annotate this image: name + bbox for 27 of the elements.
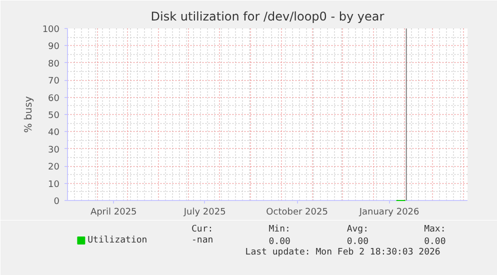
text: 0.00 bbox=[346, 237, 369, 247]
x-tick-label: July 2025 bbox=[182, 208, 226, 218]
text: 0.00 bbox=[268, 237, 290, 247]
y-tick-label: 30 bbox=[48, 145, 60, 156]
y-tick-label: 60 bbox=[48, 94, 60, 104]
y-tick-label: 100 bbox=[42, 25, 60, 35]
text: Min: bbox=[268, 224, 290, 234]
text: Avg: bbox=[346, 224, 369, 234]
x-tick-label: October 2025 bbox=[266, 208, 328, 218]
x-tick-label: April 2025 bbox=[90, 208, 137, 218]
legend-label: Utilization bbox=[88, 236, 148, 246]
text: 0.00 bbox=[424, 237, 446, 247]
text: Max: bbox=[424, 224, 446, 234]
y-tick-label: 50 bbox=[48, 111, 60, 121]
y-tick-label: 20 bbox=[48, 162, 60, 173]
y-tick-label: 10 bbox=[48, 180, 60, 190]
y-tick-label: 70 bbox=[48, 76, 60, 87]
y-tick-label: 40 bbox=[48, 128, 60, 138]
y-tick-label: 80 bbox=[48, 59, 60, 70]
x-tick-label: January 2026 bbox=[358, 208, 420, 218]
text: Cur: bbox=[192, 224, 214, 234]
y-tick-label: 0 bbox=[54, 197, 60, 207]
y-axis-title: % busy bbox=[23, 96, 34, 133]
text: -nan bbox=[192, 236, 214, 246]
chart-title: Disk utilization for /dev/loop0 - by year bbox=[150, 10, 384, 24]
y-tick-label: 90 bbox=[48, 42, 60, 52]
text: Last update: Mon Feb 2 18:30:03 2026 bbox=[245, 248, 440, 258]
